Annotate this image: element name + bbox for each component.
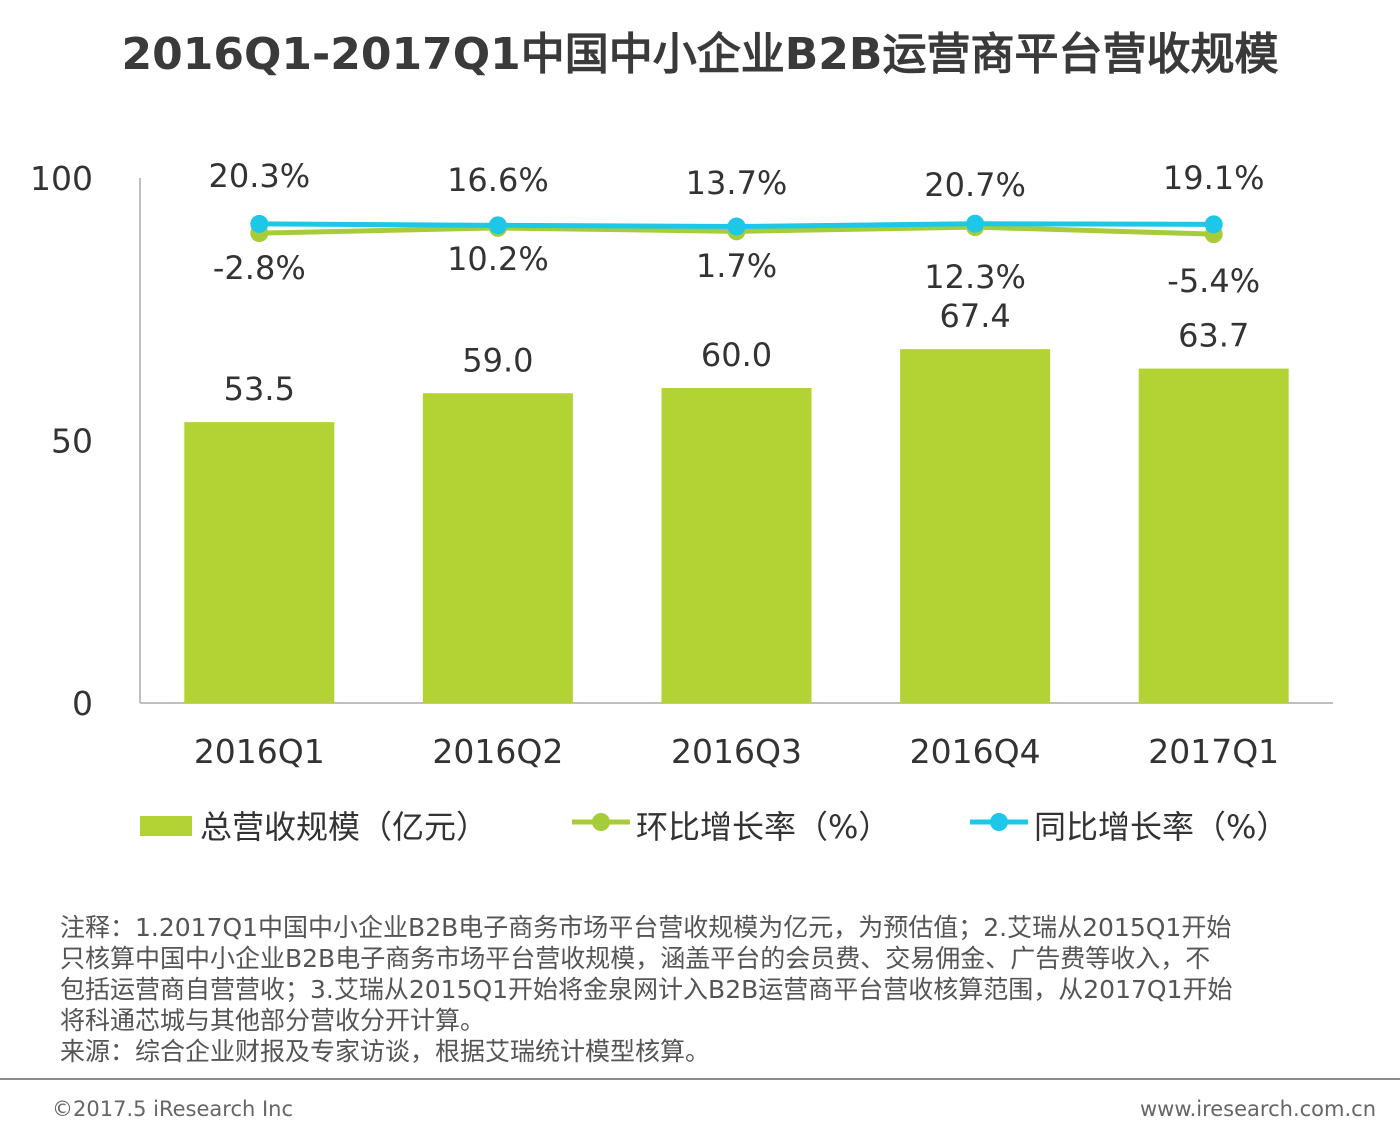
yoy-data-label: 20.7% bbox=[924, 166, 1026, 204]
bar-value-label: 63.7 bbox=[1178, 317, 1249, 355]
qoq-data-label: 10.2% bbox=[447, 240, 549, 278]
yoy-data-label: 16.6% bbox=[447, 161, 549, 199]
bar bbox=[184, 422, 335, 703]
copyright: ©2017.5 iResearch Inc bbox=[52, 1097, 294, 1121]
footnote-line: 包括运营商自营营收；3.艾瑞从2015Q1开始将金泉网计入B2B运营商平台营收核… bbox=[60, 975, 1233, 1004]
bar-value-label: 67.4 bbox=[939, 297, 1010, 335]
chart-title: 2016Q1-2017Q1中国中小企业B2B运营商平台营收规模 bbox=[121, 29, 1279, 80]
y-tick-label: 100 bbox=[30, 159, 93, 198]
yoy-point bbox=[488, 216, 507, 235]
bar bbox=[900, 349, 1051, 703]
source-note: 来源：综合企业财报及专家访谈，根据艾瑞统计模型核算。 bbox=[60, 1037, 711, 1066]
legend-yoy-swatch-dot bbox=[990, 813, 1008, 831]
bar-value-label: 60.0 bbox=[701, 336, 772, 374]
legend-yoy-label: 同比增长率（%） bbox=[1034, 808, 1288, 846]
qoq-data-label: 1.7% bbox=[696, 247, 777, 285]
legend-bar-label: 总营收规模（亿元） bbox=[200, 808, 488, 846]
bar-value-label: 59.0 bbox=[462, 341, 533, 379]
qoq-data-label: -5.4% bbox=[1167, 262, 1260, 300]
footnote-line: 注释：1.2017Q1中国中小企业B2B电子商务市场平台营收规模为亿元，为预估值… bbox=[60, 913, 1232, 942]
footnote-line: 将科通芯城与其他部分营收分开计算。 bbox=[60, 1006, 486, 1035]
qoq-data-label: -2.8% bbox=[213, 249, 306, 287]
yoy-point bbox=[250, 214, 269, 233]
legend-qoq-swatch-dot bbox=[592, 813, 610, 831]
bar bbox=[422, 393, 573, 703]
yoy-point bbox=[966, 214, 985, 233]
footer-divider bbox=[0, 1078, 1400, 1080]
x-tick-label: 2016Q2 bbox=[432, 732, 563, 771]
footnote: 注释：1.2017Q1中国中小企业B2B电子商务市场平台营收规模为亿元，为预估值… bbox=[60, 912, 1380, 1067]
x-tick-label: 2016Q3 bbox=[671, 732, 802, 771]
yoy-data-label: 20.3% bbox=[208, 157, 310, 195]
yoy-data-label: 19.1% bbox=[1163, 159, 1265, 197]
footnote-line: 只核算中国中小企业B2B电子商务市场平台营收规模，涵盖平台的会员费、交易佣金、广… bbox=[60, 944, 1211, 973]
website-link[interactable]: www.iresearch.com.cn bbox=[1139, 1097, 1376, 1121]
bar bbox=[661, 388, 812, 703]
qoq-data-label: 12.3% bbox=[924, 258, 1026, 296]
yoy-point bbox=[727, 217, 746, 236]
bar bbox=[1138, 368, 1289, 703]
x-tick-label: 2017Q1 bbox=[1148, 732, 1279, 771]
x-tick-label: 2016Q4 bbox=[910, 732, 1041, 771]
y-tick-label: 0 bbox=[72, 684, 93, 723]
y-tick-label: 50 bbox=[51, 422, 93, 461]
legend-bar-swatch bbox=[140, 816, 192, 836]
yoy-data-label: 13.7% bbox=[686, 164, 788, 202]
yoy-point bbox=[1204, 215, 1223, 234]
bar-line-chart: 0 50 100 53.5 2016Q1 59.0 2016Q2 60.0 2016Q3 67.4… bbox=[30, 157, 1333, 846]
bar-value-label: 53.5 bbox=[224, 370, 295, 408]
legend-qoq-label: 环比增长率（%） bbox=[636, 808, 890, 846]
x-tick-label: 2016Q1 bbox=[194, 732, 325, 771]
